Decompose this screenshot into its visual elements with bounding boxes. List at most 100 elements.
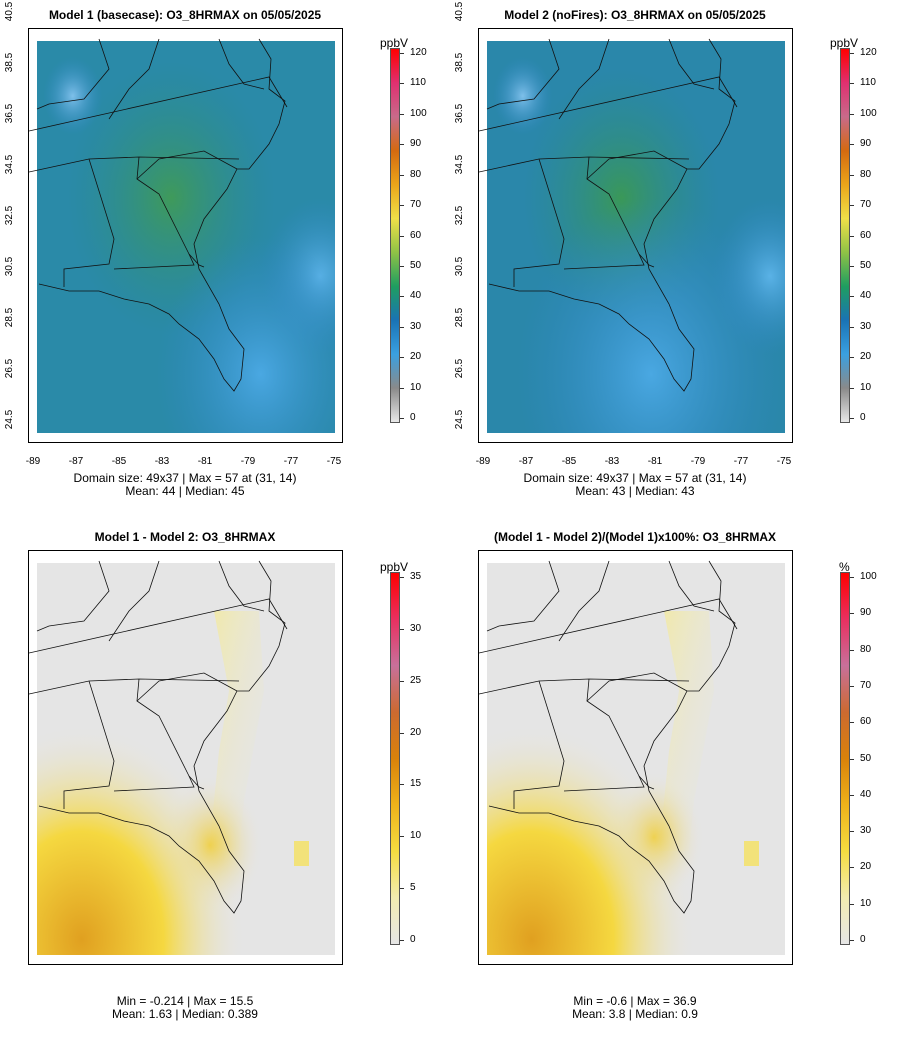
colorbar-unit: ppbV — [380, 36, 409, 50]
stats-line-2: Mean: 44 | Median: 45 — [125, 484, 245, 498]
colorbar — [390, 572, 400, 945]
map-frame — [478, 550, 793, 965]
colorbar-tick-label: 100 — [860, 107, 877, 119]
colorbar-tick-label: 110 — [410, 77, 426, 89]
colorbar-tick-mark — [400, 83, 404, 85]
stats-line-2: Mean: 43 | Median: 43 — [575, 484, 695, 498]
colorbar-tick-label: 5 — [410, 882, 416, 894]
y-tick-label: 32.5 — [4, 205, 16, 226]
colorbar-tick-mark — [400, 836, 404, 838]
colorbar-tick-mark — [400, 144, 404, 146]
colorbar-tick-label: 90 — [410, 138, 422, 150]
y-tick-label: 30.5 — [454, 256, 466, 277]
y-tick-label: 38.5 — [454, 52, 466, 73]
panel-model2: Model 2 (noFires): O3_8HRMAX on 05/05/20… — [450, 0, 900, 522]
colorbar — [390, 48, 400, 423]
colorbar-tick-mark — [400, 418, 404, 419]
colorbar-tick-label: 20 — [860, 351, 872, 363]
stats-line-1: Min = -0.214 | Max = 15.5 — [116, 994, 254, 1008]
colorbar-tick-label: 20 — [410, 351, 422, 363]
colorbar-tick-label: 110 — [860, 77, 876, 89]
colorbar-unit: % — [839, 560, 850, 574]
colorbar-tick-label: 100 — [410, 107, 427, 119]
colorbar-tick-label: 20 — [410, 726, 422, 738]
y-tick-label: 28.5 — [4, 307, 16, 328]
y-tick-label: 36.5 — [4, 103, 16, 124]
percent-difference-map — [479, 560, 785, 955]
colorbar-tick-label: 80 — [860, 643, 872, 655]
difference-map — [29, 560, 335, 955]
x-tick-label: -89 — [25, 456, 41, 467]
stats-line-2: Mean: 3.8 | Median: 0.9 — [572, 1007, 698, 1021]
colorbar-tick-label: 60 — [410, 229, 422, 241]
colorbar-tick-mark — [850, 205, 854, 207]
x-tick-label: -87 — [68, 456, 84, 467]
colorbar-tick-mark — [400, 628, 404, 630]
panel-title: Model 2 (noFires): O3_8HRMAX on 05/05/20… — [504, 8, 766, 22]
colorbar-tick-mark — [400, 732, 404, 734]
colorbar-tick-label: 0 — [860, 934, 866, 945]
colorbar-tick-mark — [400, 174, 404, 176]
colorbar-tick-mark — [400, 205, 404, 207]
y-tick-label: 34.5 — [454, 154, 466, 175]
colorbar-tick-mark — [850, 831, 854, 833]
colorbar-tick-label: 10 — [860, 897, 872, 909]
y-tick-label: 40.5 — [4, 1, 16, 22]
colorbar-tick-mark — [400, 387, 404, 389]
stats-line-1: Domain size: 49x37 | Max = 57 at (31, 14… — [73, 471, 297, 485]
colorbar-tick-mark — [400, 888, 404, 890]
x-tick-label: -79 — [690, 456, 706, 467]
colorbar-tick-label: 40 — [860, 788, 872, 800]
colorbar-tick-mark — [850, 296, 854, 298]
panel-title: (Model 1 - Model 2)/(Model 1)x100%: O3_8… — [493, 530, 777, 544]
x-tick-label: -75 — [326, 456, 342, 467]
x-tick-label: -77 — [733, 456, 749, 467]
colorbar-tick-mark — [850, 326, 854, 328]
x-tick-label: -83 — [154, 456, 170, 467]
colorbar-tick-label: 0 — [410, 934, 416, 945]
colorbar-tick-mark — [400, 357, 404, 359]
colorbar-tick-mark — [850, 83, 854, 85]
colorbar-tick-mark — [850, 144, 854, 146]
map-frame — [478, 28, 793, 443]
panel-title: Model 1 (basecase): O3_8HRMAX on 05/05/2… — [48, 8, 322, 22]
colorbar-tick-mark — [400, 680, 404, 682]
colorbar-tick-mark — [850, 174, 854, 176]
y-tick-label: 28.5 — [454, 307, 466, 328]
colorbar-tick-mark — [400, 940, 404, 941]
colorbar-tick-label: 30 — [410, 320, 422, 332]
y-tick-label: 26.5 — [4, 358, 16, 379]
colorbar — [840, 572, 850, 945]
colorbar-tick-mark — [400, 53, 404, 54]
map-frame — [28, 550, 343, 965]
colorbar-tick-mark — [850, 722, 854, 724]
colorbar-tick-label: 0 — [860, 412, 866, 423]
ozone-map-model2 — [479, 38, 785, 433]
colorbar-tick-label: 60 — [860, 716, 872, 728]
colorbar-tick-mark — [850, 113, 854, 115]
colorbar-tick-label: 10 — [410, 381, 422, 393]
colorbar-tick-label: 70 — [410, 199, 422, 211]
colorbar-tick-label: 20 — [860, 861, 872, 873]
colorbar-tick-label: 70 — [860, 679, 872, 691]
y-tick-label: 36.5 — [454, 103, 466, 124]
colorbar-tick-label: 50 — [410, 259, 422, 271]
x-tick-label: -75 — [776, 456, 792, 467]
panel-model1: Model 1 (basecase): O3_8HRMAX on 05/05/2… — [0, 0, 450, 522]
colorbar-tick-mark — [850, 265, 854, 267]
stats-line-2: Mean: 1.63 | Median: 0.389 — [112, 1007, 258, 1021]
colorbar-tick-mark — [400, 296, 404, 298]
y-tick-label: 26.5 — [454, 358, 466, 379]
colorbar-tick-label: 30 — [860, 825, 872, 837]
colorbar-tick-mark — [850, 940, 854, 941]
colorbar-tick-mark — [850, 577, 854, 578]
x-tick-label: -85 — [561, 456, 577, 467]
map-frame — [28, 28, 343, 443]
colorbar-tick-mark — [850, 418, 854, 419]
colorbar-tick-mark — [850, 685, 854, 687]
y-tick-label: 24.5 — [454, 409, 466, 430]
colorbar-tick-mark — [400, 235, 404, 237]
colorbar-tick-label: 90 — [860, 138, 872, 150]
colorbar-tick-mark — [400, 326, 404, 328]
colorbar-tick-mark — [400, 265, 404, 267]
